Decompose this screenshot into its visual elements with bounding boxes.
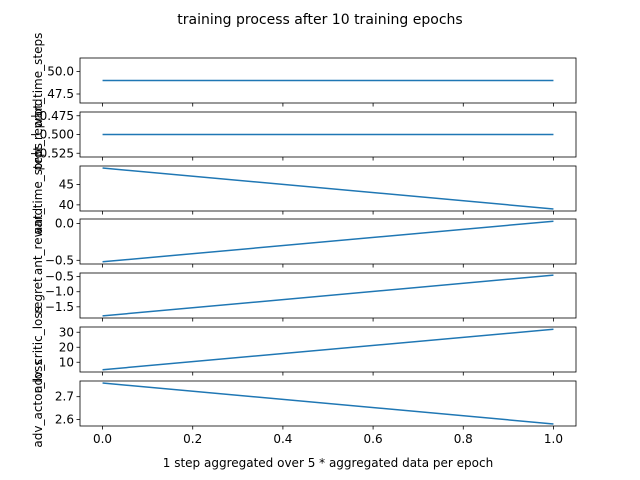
axes-frame xyxy=(79,380,577,427)
y-tick-label: −1.0 xyxy=(45,285,74,299)
y-tick-label: 45 xyxy=(59,177,74,191)
y-tick-label: 0.0 xyxy=(55,216,74,230)
y-tick-label: 50.0 xyxy=(47,65,74,79)
y-tick-label: −0.475 xyxy=(30,109,74,123)
y-axis-label: ant_time_steps xyxy=(31,143,45,234)
y-axis-label: prot_time_steps xyxy=(31,33,45,129)
series-line xyxy=(102,167,554,210)
y-axis-label: adv_critic_loss xyxy=(31,306,45,393)
axes-frame xyxy=(79,165,577,212)
y-axis-label: ant_reward xyxy=(31,208,45,275)
subplot-adv-actor-loss: 2.6 2.7 adv_actor_loss xyxy=(31,359,577,448)
x-tick-label: 0.4 xyxy=(273,432,292,446)
series-line xyxy=(102,274,554,317)
series-line xyxy=(102,220,554,263)
x-tick-label: 0.6 xyxy=(364,432,383,446)
axes-frame xyxy=(79,326,577,373)
x-tick-label: 0.2 xyxy=(183,432,202,446)
y-tick-label: −0.5 xyxy=(45,253,74,267)
x-tick-label: 0.8 xyxy=(454,432,473,446)
shared-x-axis: 0.0 0.2 0.4 0.6 0.8 1.0 xyxy=(93,432,563,446)
y-tick-label: −0.525 xyxy=(30,146,74,160)
x-tick-label: 0.0 xyxy=(93,432,112,446)
y-tick-label: −0.5 xyxy=(45,270,74,284)
y-tick-label: 2.6 xyxy=(55,412,74,426)
axes-frame xyxy=(79,218,577,265)
axes-frame xyxy=(79,272,577,319)
subplot-ant-time-steps: 40 45 ant_time_steps xyxy=(31,143,577,234)
y-tick-label: 40 xyxy=(59,198,74,212)
x-tick-label: 1.0 xyxy=(544,432,563,446)
y-tick-label: 2.7 xyxy=(55,390,74,404)
y-tick-label: 47.5 xyxy=(47,87,74,101)
subplot-ant-reward: −0.5 0.0 ant_reward xyxy=(31,208,577,275)
y-tick-label: −1.5 xyxy=(45,300,74,314)
x-axis-label: 1 step aggregated over 5 * aggregated da… xyxy=(163,456,493,470)
y-axis-label: adv_actor_loss xyxy=(31,359,45,447)
y-tick-label: 20 xyxy=(59,340,74,354)
y-tick-label: 10 xyxy=(59,355,74,369)
y-tick-label: 30 xyxy=(59,325,74,339)
y-axis-label: regret xyxy=(31,277,45,314)
y-axis-label: prot_reward xyxy=(31,99,45,171)
series-line xyxy=(102,328,554,371)
figure-title: training process after 10 training epoch… xyxy=(177,12,462,28)
series-line xyxy=(102,382,554,425)
axes-frame xyxy=(79,57,577,104)
y-tick-label: −0.500 xyxy=(30,128,74,142)
